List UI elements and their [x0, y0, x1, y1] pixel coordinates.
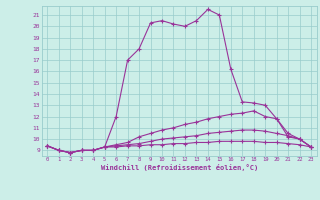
- X-axis label: Windchill (Refroidissement éolien,°C): Windchill (Refroidissement éolien,°C): [100, 164, 258, 171]
